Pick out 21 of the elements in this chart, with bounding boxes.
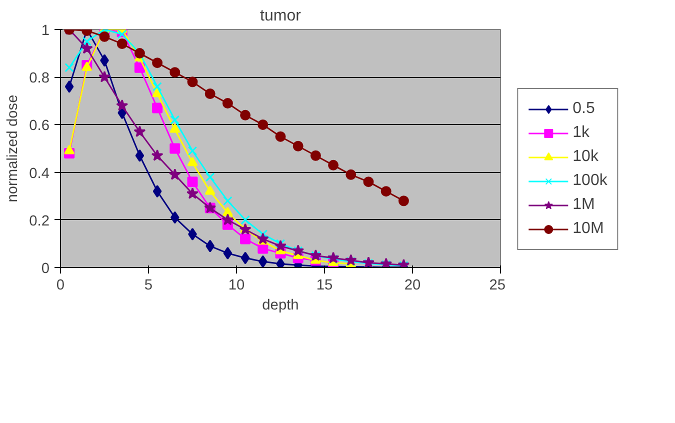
legend-label: 1M — [572, 196, 595, 214]
x-tick-label: 25 — [489, 278, 506, 294]
legend-label: 0.5 — [572, 100, 595, 118]
legend-label: 1k — [572, 124, 591, 142]
x-tick-label: 10 — [228, 278, 245, 294]
y-axis-title: normalized dose — [5, 94, 22, 202]
y-tick-label: 0.8 — [29, 70, 50, 87]
x-tick-label: 20 — [404, 278, 421, 294]
legend-label: 10M — [572, 220, 604, 238]
legend-label: 100k — [572, 172, 608, 190]
y-tick-label: 0 — [41, 261, 50, 277]
x-tick-label: 5 — [144, 278, 153, 294]
x-tick-label: 15 — [316, 278, 333, 294]
y-tick-label: 0.2 — [29, 213, 50, 230]
x-axis-title: depth — [262, 298, 299, 314]
x-tick-label: 0 — [56, 278, 65, 294]
y-tick-label: 0.4 — [29, 166, 50, 182]
y-tick-label: 0.6 — [29, 118, 50, 134]
chart-title: tumor — [260, 8, 302, 24]
legend-label: 10k — [572, 148, 598, 166]
y-tick-label: 1 — [41, 23, 50, 39]
